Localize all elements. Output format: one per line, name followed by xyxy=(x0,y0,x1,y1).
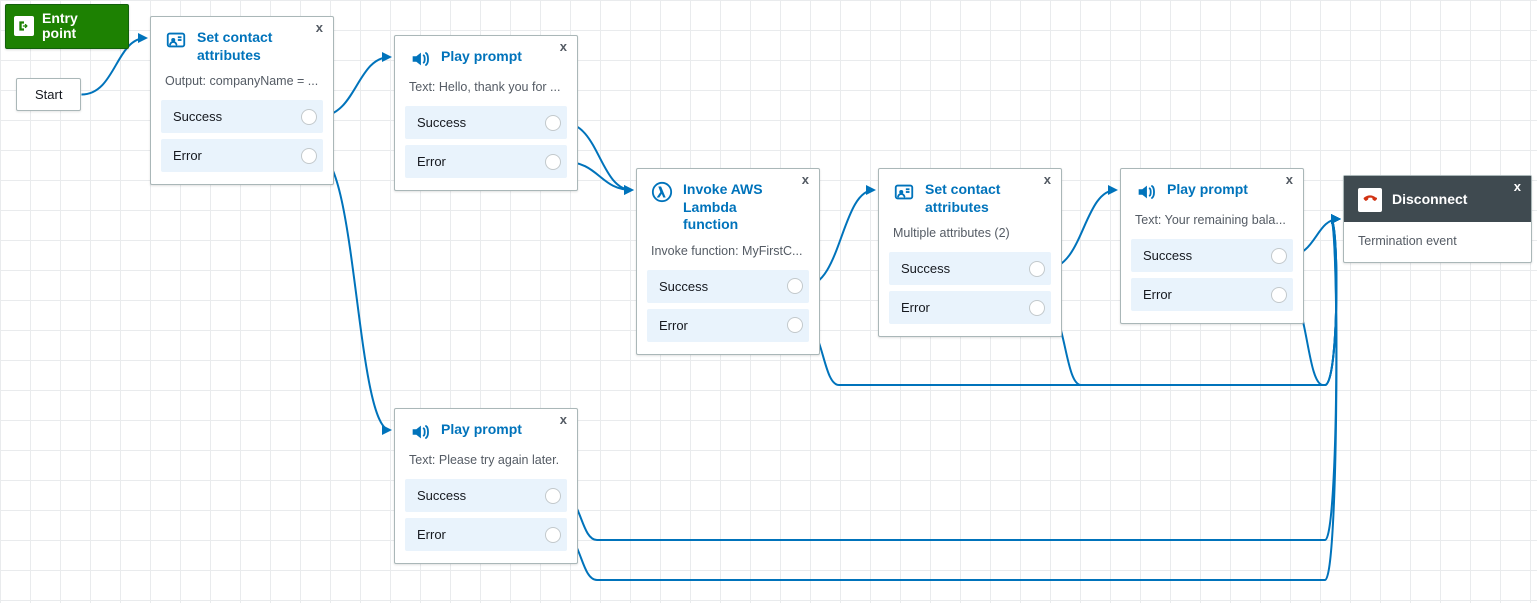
output-port[interactable] xyxy=(1271,248,1287,264)
output-success[interactable]: Success xyxy=(647,270,809,303)
start-label: Start xyxy=(35,87,62,102)
output-port[interactable] xyxy=(301,148,317,164)
phone-down-icon xyxy=(1358,188,1382,212)
node-disconnect-disconnect[interactable]: x Disconnect Termination event xyxy=(1343,175,1532,263)
output-port[interactable] xyxy=(787,278,803,294)
node-outputs: Success Error xyxy=(151,100,333,184)
start-node[interactable]: Start xyxy=(16,78,81,111)
lambda-icon xyxy=(651,181,673,203)
output-error[interactable]: Error xyxy=(405,145,567,178)
entry-label: Entry point xyxy=(42,11,78,42)
output-label: Error xyxy=(659,318,688,333)
speaker-icon xyxy=(409,421,431,443)
output-port[interactable] xyxy=(1029,261,1045,277)
close-icon[interactable]: x xyxy=(560,40,567,53)
output-port[interactable] xyxy=(1029,300,1045,316)
speaker-icon xyxy=(409,48,431,70)
close-icon[interactable]: x xyxy=(1286,173,1293,186)
node-subtitle: Termination event xyxy=(1344,222,1531,262)
node-play-prompt-pp3[interactable]: x Play prompt Text: Please try again lat… xyxy=(394,408,578,564)
output-error[interactable]: Error xyxy=(405,518,567,551)
node-title: Disconnect xyxy=(1392,191,1467,209)
output-label: Error xyxy=(173,148,202,163)
contact-icon xyxy=(893,181,915,203)
output-error[interactable]: Error xyxy=(647,309,809,342)
node-set-contact-attributes-sca1[interactable]: x Set contact attributes Output: company… xyxy=(150,16,334,185)
output-label: Success xyxy=(659,279,708,294)
node-subtitle: Text: Your remaining bala... xyxy=(1121,213,1303,239)
close-icon[interactable]: x xyxy=(802,173,809,186)
flow-canvas[interactable]: Entry point Start x Set contact attributes… xyxy=(0,0,1537,603)
node-subtitle: Output: companyName = ... xyxy=(151,74,333,100)
node-subtitle: Invoke function: MyFirstC... xyxy=(637,244,819,270)
node-invoke-lambda-lambda[interactable]: x Invoke AWS Lambda function Invoke func… xyxy=(636,168,820,355)
node-subtitle: Multiple attributes (2) xyxy=(879,226,1061,252)
output-success[interactable]: Success xyxy=(1131,239,1293,272)
node-subtitle: Text: Hello, thank you for ... xyxy=(395,80,577,106)
close-icon[interactable]: x xyxy=(560,413,567,426)
close-icon[interactable]: x xyxy=(316,21,323,34)
output-label: Success xyxy=(173,109,222,124)
node-title: Play prompt xyxy=(441,421,522,439)
output-label: Success xyxy=(417,488,466,503)
output-success[interactable]: Success xyxy=(405,479,567,512)
entry-icon xyxy=(14,16,34,36)
output-label: Error xyxy=(901,300,930,315)
output-error[interactable]: Error xyxy=(161,139,323,172)
output-error[interactable]: Error xyxy=(889,291,1051,324)
node-title: Set contact attributes xyxy=(197,29,303,64)
contact-icon xyxy=(165,29,187,51)
output-label: Error xyxy=(417,527,446,542)
output-label: Success xyxy=(901,261,950,276)
output-success[interactable]: Success xyxy=(161,100,323,133)
close-icon[interactable]: x xyxy=(1514,180,1521,193)
output-label: Success xyxy=(1143,248,1192,263)
output-port[interactable] xyxy=(301,109,317,125)
node-title: Play prompt xyxy=(441,48,522,66)
output-success[interactable]: Success xyxy=(405,106,567,139)
node-outputs: Success Error xyxy=(637,270,819,354)
node-outputs: Success Error xyxy=(395,479,577,563)
node-play-prompt-pp1[interactable]: x Play prompt Text: Hello, thank you for… xyxy=(394,35,578,191)
output-port[interactable] xyxy=(545,488,561,504)
output-label: Error xyxy=(1143,287,1172,302)
output-port[interactable] xyxy=(787,317,803,333)
node-subtitle: Text: Please try again later. xyxy=(395,453,577,479)
node-title: Play prompt xyxy=(1167,181,1248,199)
output-label: Error xyxy=(417,154,446,169)
speaker-icon xyxy=(1135,181,1157,203)
output-port[interactable] xyxy=(545,527,561,543)
node-set-contact-attributes-sca2[interactable]: x Set contact attributes Multiple attrib… xyxy=(878,168,1062,337)
node-title: Invoke AWS Lambda function xyxy=(683,181,789,234)
node-title: Set contact attributes xyxy=(925,181,1031,216)
node-outputs: Success Error xyxy=(395,106,577,190)
output-port[interactable] xyxy=(1271,287,1287,303)
node-outputs: Success Error xyxy=(1121,239,1303,323)
output-success[interactable]: Success xyxy=(889,252,1051,285)
entry-point[interactable]: Entry point xyxy=(5,4,129,49)
output-port[interactable] xyxy=(545,115,561,131)
node-play-prompt-pp2[interactable]: x Play prompt Text: Your remaining bala.… xyxy=(1120,168,1304,324)
output-port[interactable] xyxy=(545,154,561,170)
node-outputs: Success Error xyxy=(879,252,1061,336)
close-icon[interactable]: x xyxy=(1044,173,1051,186)
output-label: Success xyxy=(417,115,466,130)
output-error[interactable]: Error xyxy=(1131,278,1293,311)
